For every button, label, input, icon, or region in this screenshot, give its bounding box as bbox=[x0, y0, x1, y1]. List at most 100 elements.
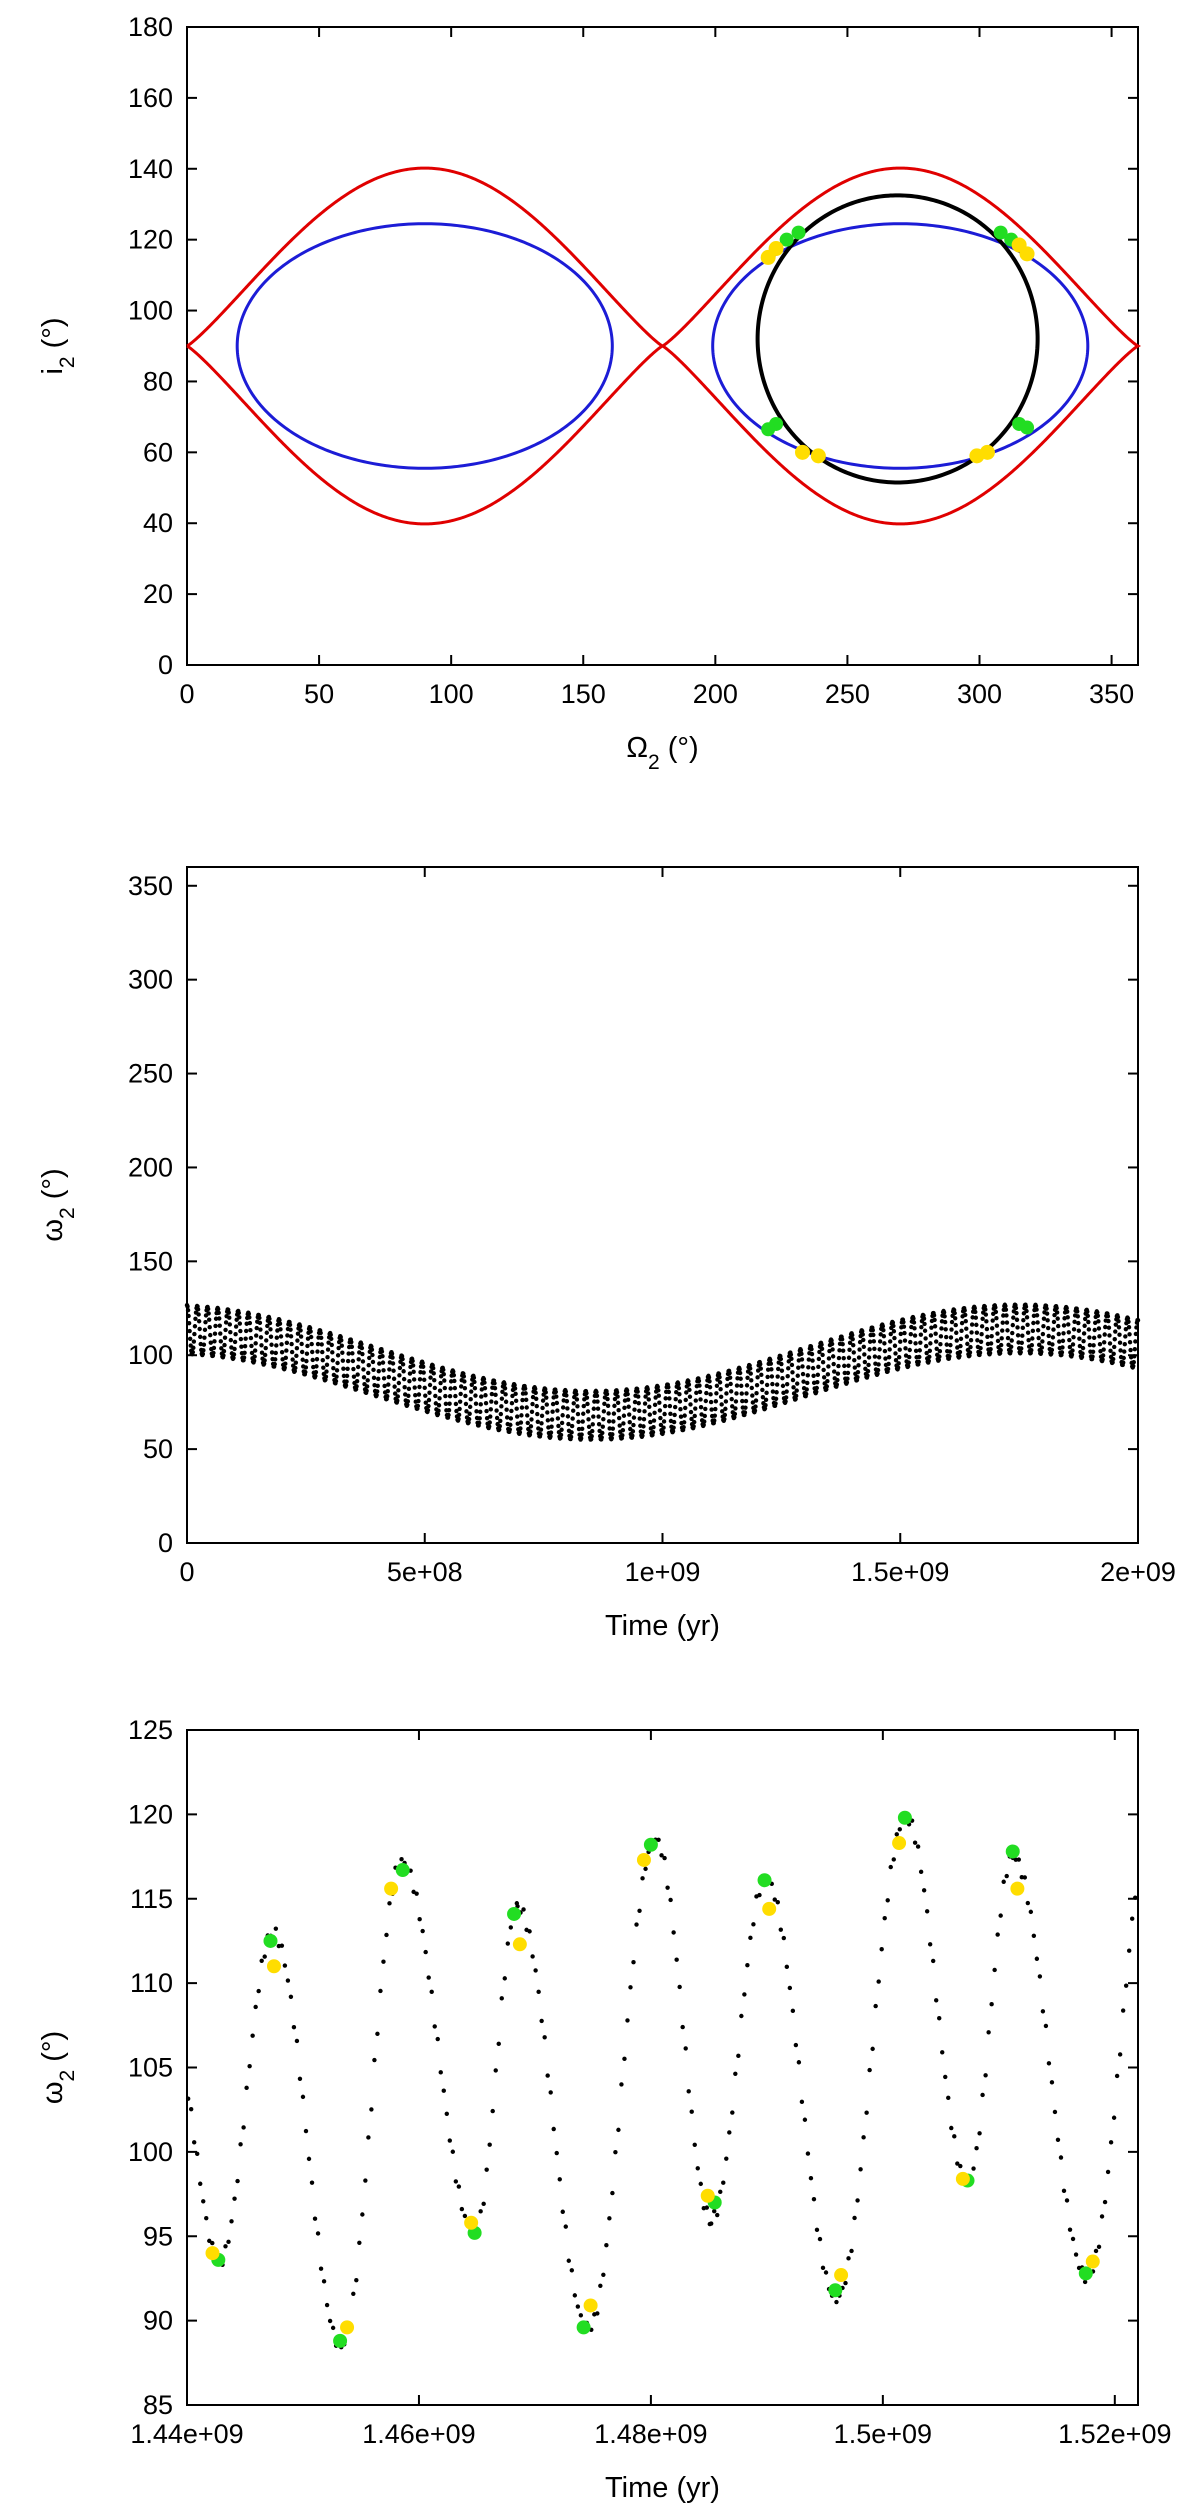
time-series-point bbox=[994, 1315, 999, 1321]
time-series-point bbox=[1090, 1349, 1096, 1355]
time-series-point bbox=[392, 1391, 398, 1396]
time-series-point bbox=[1086, 1327, 1092, 1332]
time-series-point bbox=[701, 1422, 706, 1428]
time-series-point bbox=[611, 1411, 617, 1416]
zoom-series-point bbox=[241, 2125, 246, 2130]
time-series-point bbox=[984, 1326, 990, 1332]
zoom-series-point bbox=[811, 2196, 817, 2202]
zoom-series-point bbox=[384, 1932, 389, 1938]
time-series-point bbox=[942, 1319, 948, 1325]
time-series-point bbox=[379, 1349, 385, 1354]
time-series-point bbox=[242, 1350, 247, 1355]
zoom-series-point bbox=[399, 1857, 404, 1862]
zoom-series-point bbox=[739, 2013, 744, 2019]
time-series-point bbox=[759, 1379, 765, 1385]
time-series-point bbox=[396, 1380, 402, 1386]
time-series-point bbox=[215, 1306, 221, 1312]
time-series-point bbox=[698, 1397, 703, 1402]
time-series-point bbox=[249, 1350, 255, 1356]
zoom-series-point bbox=[784, 1964, 790, 1970]
zoom-series-point bbox=[1043, 2023, 1049, 2029]
zoom-series-point bbox=[351, 2291, 356, 2296]
time-series-point bbox=[636, 1394, 641, 1399]
time-series-point bbox=[520, 1397, 525, 1403]
time-series-point bbox=[1055, 1316, 1060, 1321]
time-series-point bbox=[427, 1382, 433, 1388]
time-series-point bbox=[972, 1306, 977, 1311]
time-series-point bbox=[702, 1413, 707, 1419]
time-series-point bbox=[463, 1401, 469, 1407]
zoom-series-point bbox=[563, 2224, 568, 2229]
time-series-point bbox=[840, 1341, 845, 1347]
time-series-point bbox=[482, 1385, 488, 1391]
time-series-point bbox=[905, 1363, 911, 1369]
time-series-point bbox=[1097, 1334, 1102, 1339]
time-series-point bbox=[502, 1381, 507, 1387]
time-series-point bbox=[856, 1355, 862, 1360]
time-series-point bbox=[305, 1343, 310, 1349]
time-series-point bbox=[341, 1373, 347, 1379]
time-series-point bbox=[706, 1375, 712, 1380]
time-series-point bbox=[709, 1407, 714, 1412]
time-series-point bbox=[596, 1422, 602, 1427]
time-series-point bbox=[624, 1388, 630, 1393]
zoom-series-point bbox=[432, 2024, 437, 2029]
zoom-series-point bbox=[441, 2088, 446, 2093]
time-series-point bbox=[1066, 1322, 1071, 1327]
time-series-point bbox=[830, 1354, 836, 1359]
time-series-point bbox=[193, 1316, 198, 1322]
zoom-series-point bbox=[1114, 2073, 1120, 2079]
time-series-point bbox=[872, 1354, 878, 1359]
chart-3-plot bbox=[185, 1810, 1138, 2350]
time-series-point bbox=[768, 1357, 773, 1363]
zoom-series-point bbox=[375, 2031, 380, 2037]
time-series-point bbox=[1035, 1320, 1040, 1325]
time-series-point bbox=[1030, 1328, 1036, 1334]
time-series-point bbox=[579, 1432, 584, 1437]
time-series-point bbox=[687, 1394, 693, 1399]
time-series-point bbox=[277, 1321, 283, 1326]
zoom-series-point bbox=[438, 2070, 443, 2075]
time-series-point bbox=[829, 1338, 834, 1343]
time-series-point bbox=[1092, 1327, 1097, 1333]
time-series-point bbox=[979, 1324, 985, 1329]
time-series-point bbox=[1105, 1314, 1111, 1319]
time-series-point bbox=[880, 1324, 886, 1329]
time-series-point bbox=[944, 1342, 949, 1347]
time-series-point bbox=[1045, 1325, 1051, 1331]
zoom-series-point bbox=[628, 1985, 633, 1990]
zoom-series-point bbox=[742, 1992, 747, 1997]
zoom-series-point bbox=[536, 1989, 541, 1995]
time-series-point bbox=[1106, 1325, 1112, 1330]
zoom-series-point bbox=[656, 1837, 661, 1842]
time-series-point bbox=[326, 1340, 331, 1345]
time-series-point bbox=[815, 1379, 820, 1385]
time-series-point bbox=[820, 1352, 825, 1358]
time-series-point bbox=[251, 1358, 257, 1363]
time-series-point bbox=[345, 1358, 351, 1364]
time-series-point bbox=[423, 1393, 428, 1398]
time-series-point bbox=[1036, 1335, 1041, 1341]
time-series-point bbox=[678, 1414, 684, 1419]
time-series-point bbox=[1133, 1339, 1138, 1344]
yellow-point bbox=[1010, 1881, 1025, 1896]
time-series-point bbox=[819, 1346, 825, 1352]
time-series-point bbox=[519, 1413, 524, 1418]
time-series-point bbox=[805, 1380, 810, 1386]
time-series-point bbox=[604, 1391, 610, 1397]
time-series-point bbox=[627, 1412, 632, 1417]
time-series-point bbox=[646, 1397, 651, 1402]
time-series-point bbox=[453, 1401, 459, 1407]
time-series-point bbox=[616, 1415, 622, 1421]
time-series-point bbox=[257, 1320, 263, 1326]
time-series-point bbox=[382, 1383, 387, 1389]
zoom-series-point bbox=[1061, 2188, 1067, 2194]
time-series-point bbox=[289, 1341, 294, 1347]
time-series-point bbox=[426, 1397, 432, 1403]
time-series-point bbox=[606, 1419, 612, 1424]
time-series-point bbox=[862, 1359, 868, 1365]
time-series-point bbox=[632, 1407, 637, 1412]
time-series-point bbox=[776, 1366, 781, 1372]
x-tick-label: 1.46e+09 bbox=[362, 2419, 475, 2449]
